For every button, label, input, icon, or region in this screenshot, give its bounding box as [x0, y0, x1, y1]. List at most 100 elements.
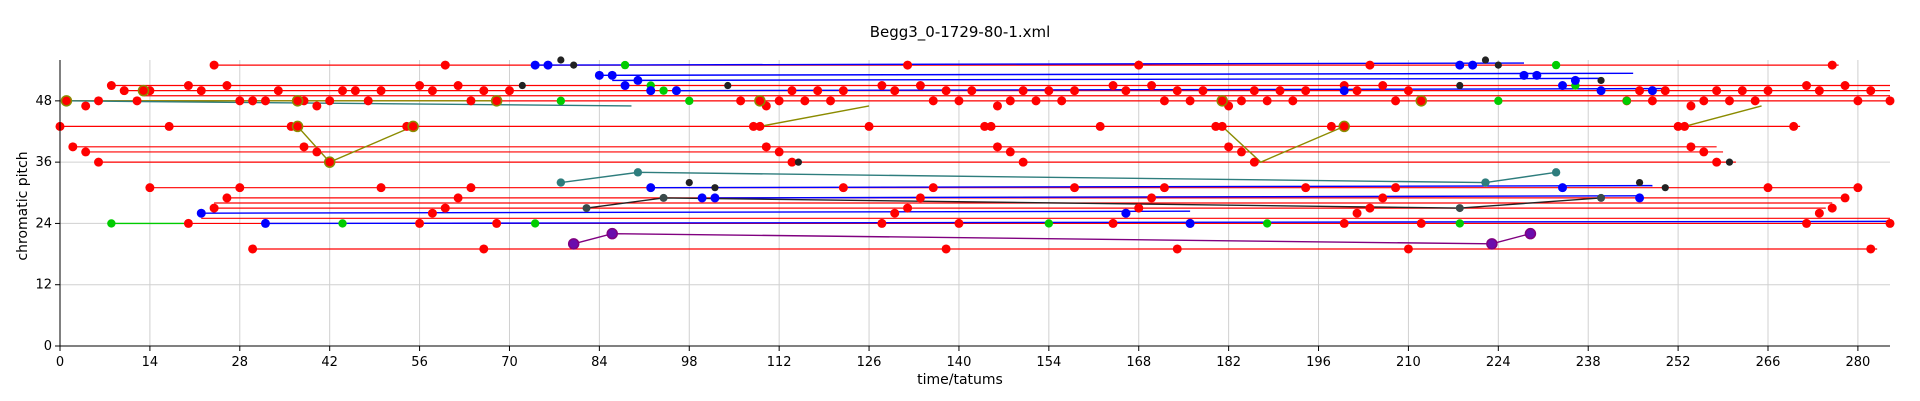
red-point [1172, 244, 1182, 254]
red-point [928, 96, 938, 106]
red-point [1224, 142, 1234, 152]
dark-teal-point [582, 204, 591, 213]
red-point [915, 193, 925, 203]
red-point [1853, 96, 1863, 106]
red-point [774, 96, 784, 106]
red-point [890, 208, 900, 218]
blue-point [543, 60, 553, 70]
blue-point [646, 86, 656, 96]
red-point [800, 96, 810, 106]
red-point [427, 208, 437, 218]
x-tick-label: 0 [56, 355, 64, 370]
olive-point [1415, 95, 1428, 107]
red-point [196, 86, 206, 96]
dark-teal-point [659, 193, 668, 202]
purple-point [1486, 238, 1498, 250]
x-tick-label: 224 [1486, 355, 1511, 370]
red-point [1018, 86, 1028, 96]
red-point [145, 183, 155, 193]
x-tick-label: 210 [1396, 355, 1421, 370]
dark-teal-point [1455, 204, 1464, 213]
red-point [1378, 193, 1388, 203]
red-point [1095, 121, 1105, 131]
blue-line [599, 72, 1634, 77]
blue-point [260, 218, 270, 228]
red-point [1031, 96, 1041, 106]
blue-point [1635, 193, 1645, 203]
red-point [1686, 101, 1696, 111]
dark-point [711, 184, 719, 192]
x-tick-label: 70 [501, 355, 518, 370]
y-tick-label: 48 [35, 94, 52, 109]
red-point [748, 121, 758, 131]
blue-point [1596, 86, 1606, 96]
blue-point [620, 81, 630, 91]
red-point [787, 157, 797, 167]
red-point [1763, 183, 1773, 193]
red-point [466, 183, 476, 193]
blue-point [530, 60, 540, 70]
series-points [55, 56, 1895, 254]
dark-point [1661, 184, 1669, 192]
red-point [1647, 96, 1657, 106]
red-point [903, 60, 913, 70]
dark-point [557, 56, 565, 64]
blue-point [1185, 218, 1195, 228]
red-point [440, 60, 450, 70]
red-point [81, 147, 91, 157]
red-point [363, 96, 373, 106]
olive-link [297, 125, 414, 163]
green-point [1551, 60, 1561, 70]
red-point [183, 81, 193, 91]
red-point [1172, 86, 1182, 96]
y-tick-label: 12 [35, 278, 52, 293]
green-point [659, 86, 668, 95]
olive-point [490, 95, 503, 107]
blue-point [1519, 70, 1529, 80]
red-point [1763, 86, 1773, 96]
red-point [838, 86, 848, 96]
blue-point [1468, 60, 1478, 70]
olive-point [323, 156, 336, 168]
red-point [299, 142, 309, 152]
y-tick-label: 36 [35, 155, 52, 170]
red-point [248, 96, 258, 106]
red-point [235, 183, 245, 193]
dark-link [586, 197, 1602, 209]
red-point [1365, 203, 1375, 213]
blue-point [196, 208, 206, 218]
red-point [1814, 208, 1824, 218]
green-point [1455, 219, 1464, 228]
red-point [1737, 86, 1747, 96]
red-point [1070, 86, 1080, 96]
red-point [248, 244, 258, 254]
red-point [338, 86, 348, 96]
dark-point [724, 81, 732, 90]
red-point [1185, 96, 1195, 106]
red-point [504, 86, 514, 96]
red-point [954, 218, 964, 228]
red-point [1391, 183, 1401, 193]
red-point [1416, 218, 1426, 228]
green-point [1044, 219, 1054, 228]
red-point [1108, 81, 1118, 91]
blue-point [697, 193, 707, 203]
red-point [1211, 121, 1221, 131]
red-point [479, 244, 489, 254]
blue-point [1570, 75, 1580, 85]
green-point [1494, 96, 1503, 106]
blue-point [646, 183, 656, 193]
x-tick-label: 56 [411, 355, 428, 370]
blue-point [1558, 183, 1568, 193]
red-point [774, 147, 784, 157]
red-point [440, 203, 450, 213]
red-point [222, 193, 232, 203]
purple-point [567, 238, 580, 250]
blue-line [201, 210, 1191, 214]
red-point [1159, 183, 1169, 193]
red-point [1326, 121, 1336, 131]
red-point [1121, 86, 1131, 96]
olive-link [759, 105, 870, 128]
olive-point [754, 95, 766, 107]
